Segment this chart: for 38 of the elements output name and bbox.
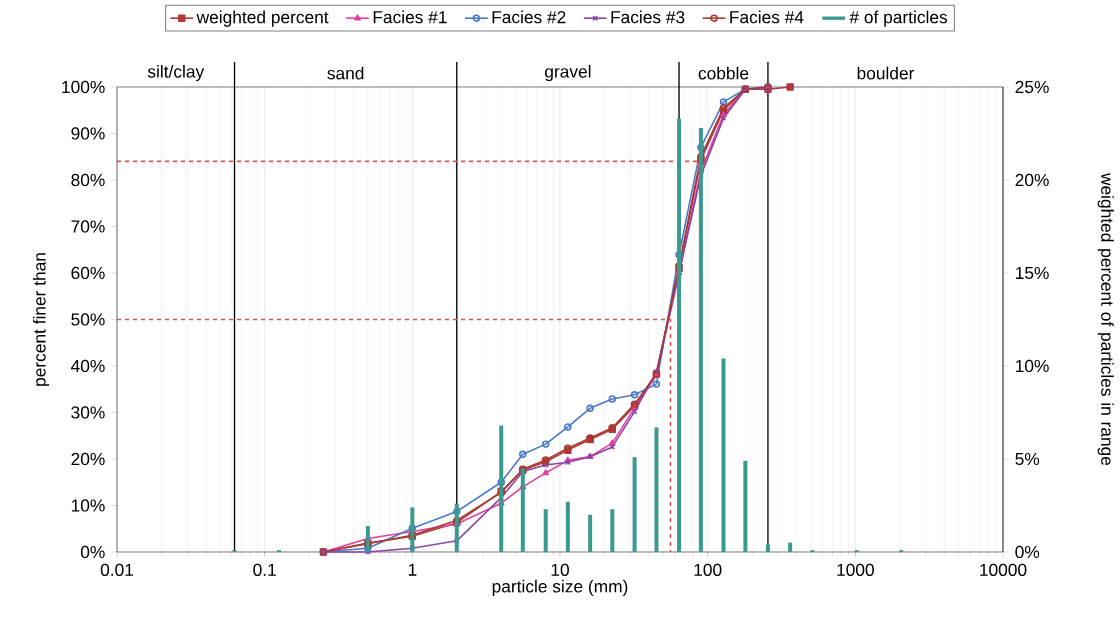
y2-tick-label: 15% — [1016, 266, 1049, 280]
x-tick-label: 100 — [694, 563, 722, 576]
y2-axis-title: weighted percent of particles in range — [1097, 173, 1114, 466]
y-tick-label: 60% — [71, 266, 105, 280]
y2-tick-label: 25% — [1015, 80, 1049, 94]
legend-label: Facies #4 — [730, 10, 804, 24]
y-tick-label: 90% — [71, 127, 105, 140]
x-tick-label: 1000 — [837, 563, 874, 576]
y-tick-label: 70% — [71, 220, 105, 233]
legend-label: # of particles — [849, 10, 948, 27]
x-tick-label: 10000 — [980, 563, 1027, 576]
x-tick-label: 10 — [551, 563, 569, 576]
text: silt/clay — [147, 64, 205, 82]
legend-label: Facies #2 — [492, 10, 566, 24]
x-tick-label: 1 — [408, 563, 417, 576]
legend-label: weighted percent — [196, 10, 329, 27]
y-axis-title: percent finer than — [32, 253, 50, 386]
y-tick-label: 50% — [71, 313, 105, 326]
text: gravel — [545, 64, 591, 82]
y2-tick-label: 10% — [1016, 359, 1049, 373]
legend-label: Facies #3 — [611, 10, 685, 24]
y2-tick-label: 0% — [1015, 545, 1040, 559]
y-tick-label: 10% — [71, 499, 105, 512]
x-tick-label: 0.01 — [100, 563, 134, 576]
x-axis-title: particle size (mm) — [492, 579, 628, 596]
y2-tick-label: 20% — [1015, 173, 1049, 187]
y-tick-label: 0% — [80, 545, 105, 559]
legend-label: Facies #1 — [373, 10, 447, 24]
y-tick-label: 40% — [71, 359, 105, 373]
text: sand — [327, 66, 364, 80]
y2-tick-label: 5% — [1015, 452, 1040, 466]
text: boulder — [857, 66, 915, 80]
y-tick-label: 30% — [71, 406, 105, 419]
y-tick-label: 80% — [71, 173, 105, 187]
y-tick-label: 20% — [71, 452, 105, 466]
text: cobble — [698, 66, 749, 80]
y-tick-label: 100% — [62, 80, 105, 94]
x-tick-label: 0.1 — [253, 563, 276, 576]
